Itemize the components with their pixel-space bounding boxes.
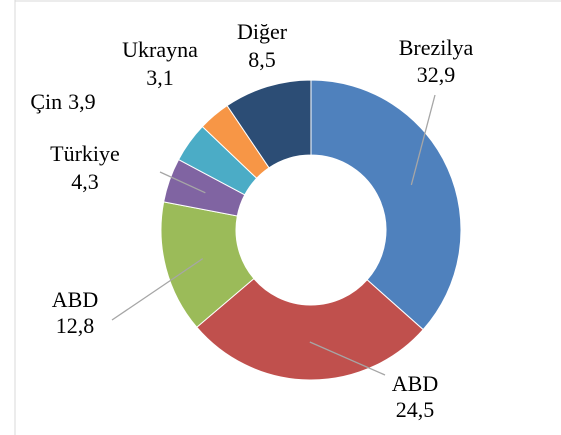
- value-label: 24,5: [396, 397, 435, 422]
- category-label: Türkiye: [50, 141, 120, 166]
- category-label: ABD: [392, 371, 438, 396]
- category-label: Diğer: [237, 19, 288, 44]
- donut-slice: [196, 277, 424, 381]
- value-label: 32,9: [417, 62, 456, 87]
- category-label: ABD: [52, 287, 98, 312]
- leader-line: [159, 171, 206, 194]
- donut-slice: [226, 79, 312, 169]
- data-label: Çin 3,9: [30, 89, 95, 114]
- value-label: 4,3: [71, 169, 99, 194]
- leader-line: [309, 341, 386, 376]
- leader-line: [410, 94, 436, 186]
- category-label: Ukrayna: [122, 37, 198, 62]
- category-label: Çin: [30, 89, 62, 114]
- donut-slice: [310, 79, 462, 331]
- value-label: 3,1: [146, 65, 174, 90]
- category-label: Brezilya: [399, 35, 474, 60]
- value-label: 8,5: [248, 47, 276, 72]
- value-label: 12,8: [56, 313, 95, 338]
- leader-line: [111, 258, 204, 321]
- value-label: 3,9: [68, 89, 96, 114]
